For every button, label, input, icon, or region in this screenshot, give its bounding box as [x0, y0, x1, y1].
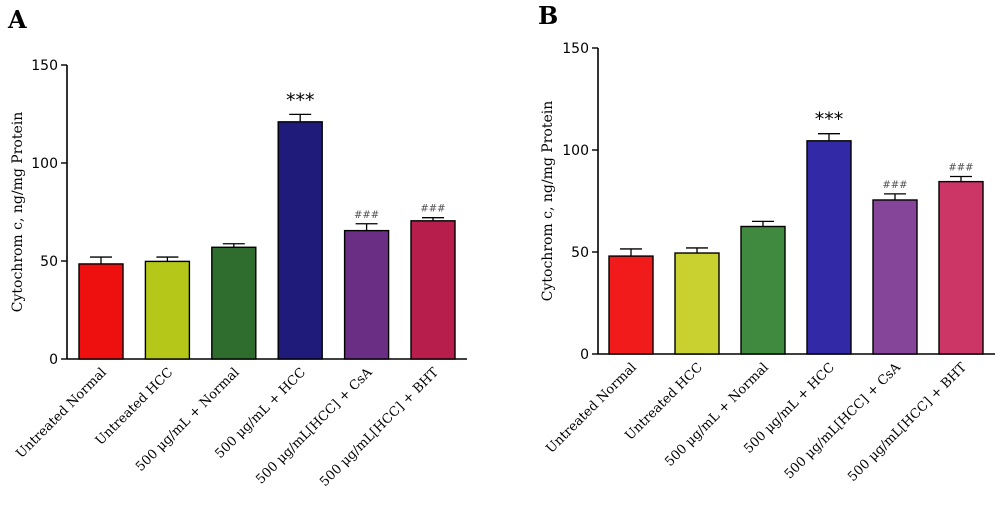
panel-label: A [7, 5, 27, 34]
category-label: 500 μg/mL[HCC] + CsA [253, 365, 375, 487]
significance-label: ### [948, 163, 973, 174]
bar [938, 180, 984, 355]
chart-panel-a: A Cytochrom c, ng/mg Protein 0 50 100 150 Untr… [7, 5, 467, 490]
bar [674, 252, 720, 355]
y-tick-label: 0 [580, 347, 589, 363]
y-tick-label: 0 [49, 352, 58, 368]
bar [277, 121, 323, 360]
y-tick-label: 100 [562, 143, 589, 159]
y-axis-title: Cytochrom c, ng/mg Protein [540, 101, 556, 301]
category-label: 500 μg/mL[HCC] + BHT [317, 365, 442, 490]
bar [343, 229, 390, 360]
significance-label: ### [420, 204, 445, 215]
category-label: 500 μg/mL[HCC] + BHT [845, 360, 970, 485]
y-tick-label: 50 [571, 245, 589, 261]
bar [872, 199, 918, 355]
significance-label: *** [815, 109, 844, 131]
bar [806, 140, 852, 355]
bar [144, 260, 191, 360]
significance-label: *** [286, 89, 315, 111]
bar [740, 225, 786, 355]
y-tick-label: 100 [31, 156, 58, 172]
bar [608, 255, 654, 355]
panel-label: B [538, 1, 558, 30]
significance-label: ### [882, 180, 907, 191]
y-tick-label: 150 [31, 58, 58, 74]
y-axis-title: Cytochrom c, ng/mg Protein [10, 112, 26, 312]
significance-label: ### [354, 210, 379, 221]
category-label: 500 μg/mL[HCC] + CsA [782, 360, 904, 482]
y-tick-label: 50 [40, 254, 58, 270]
bar [410, 220, 456, 360]
bar [211, 246, 257, 360]
chart-panel-b: B Cytochrom c, ng/mg Protein 0 50 100 150 Untr… [538, 1, 995, 485]
category-label: Untreated Normal [13, 365, 109, 461]
bar [78, 263, 124, 360]
category-label: Untreated Normal [543, 360, 639, 456]
y-tick-label: 150 [562, 41, 589, 57]
